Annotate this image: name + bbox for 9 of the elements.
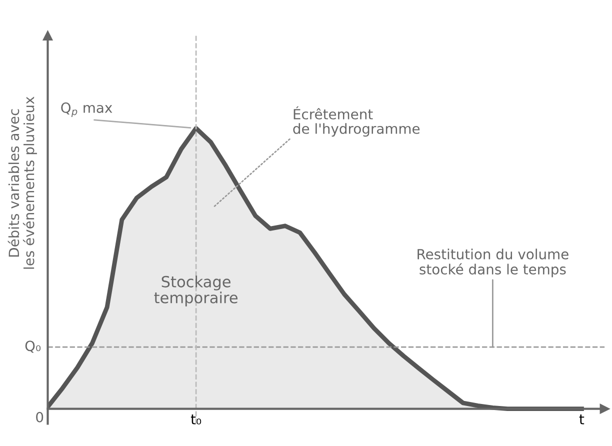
text: 0 — [36, 412, 44, 422]
annotation: Restitution du volume stocké dans le temps — [418, 248, 568, 278]
ref-line-label: Q₀ — [25, 340, 41, 353]
x-tick-label: t₀ — [190, 414, 202, 424]
x-tick-label: t — [579, 414, 584, 424]
y-axis-title: Débits variables avec les événements pluvieux — [8, 96, 37, 269]
annotation: Écrêtement de l'hydrogramme — [293, 106, 420, 137]
annotation: Stockage temporaire — [154, 276, 238, 306]
annotation: Q$_{p}$ max — [61, 102, 112, 118]
